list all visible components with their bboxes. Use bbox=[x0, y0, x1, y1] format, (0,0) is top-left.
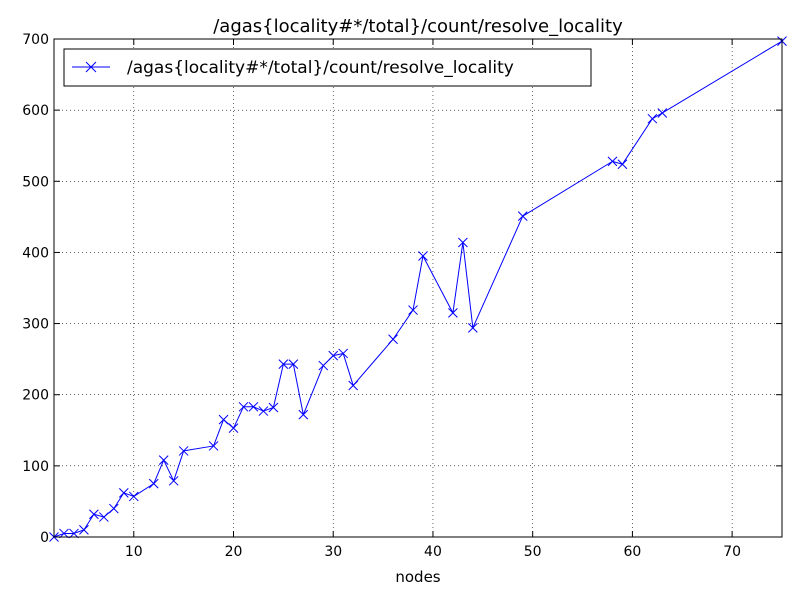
data-point-x-marker bbox=[318, 360, 329, 371]
data-point-x-marker bbox=[458, 237, 468, 248]
plot-frame bbox=[53, 38, 783, 538]
data-point-x-marker bbox=[408, 305, 418, 315]
y-tick-label: 0 bbox=[40, 530, 49, 546]
y-tick-label: 100 bbox=[22, 459, 49, 475]
data-point-x-marker bbox=[268, 402, 279, 413]
data-point-x-marker bbox=[298, 409, 309, 420]
legend-marker-x-icon bbox=[85, 61, 97, 73]
y-tick-label: 700 bbox=[22, 32, 49, 48]
x-axis-label: nodes bbox=[395, 568, 440, 586]
data-point-x-marker bbox=[228, 423, 239, 434]
data-point-x-marker bbox=[607, 156, 618, 167]
data-point-x-marker bbox=[118, 488, 129, 498]
data-point-x-marker bbox=[99, 512, 109, 522]
data-point-x-marker bbox=[108, 503, 119, 514]
x-tick-label: 50 bbox=[524, 544, 542, 560]
x-tick-label: 60 bbox=[623, 544, 641, 560]
data-point-x-marker bbox=[647, 113, 658, 124]
grid-layer bbox=[54, 39, 782, 537]
y-tick-label: 200 bbox=[22, 388, 49, 404]
data-point-x-marker bbox=[348, 380, 359, 391]
data-point-x-marker bbox=[168, 475, 179, 486]
series-layer bbox=[49, 36, 787, 542]
chart-title: /agas{locality#*/total}/count/resolve_lo… bbox=[213, 16, 623, 37]
data-point-x-marker bbox=[208, 441, 219, 451]
y-tick-label: 300 bbox=[22, 317, 49, 333]
data-point-x-marker bbox=[258, 406, 269, 416]
data-point-x-marker bbox=[69, 528, 79, 539]
data-point-x-marker bbox=[79, 525, 89, 535]
data-point-x-marker bbox=[178, 446, 189, 456]
data-point-x-marker bbox=[338, 348, 349, 359]
legend-box bbox=[63, 48, 592, 87]
data-point-x-marker bbox=[59, 528, 69, 539]
data-point-x-marker bbox=[657, 108, 668, 118]
data-point-x-marker bbox=[148, 478, 159, 489]
data-point-x-marker bbox=[328, 350, 339, 361]
data-point-x-marker bbox=[617, 159, 628, 170]
data-point-x-marker bbox=[388, 334, 398, 345]
x-tick-label: 20 bbox=[225, 544, 243, 560]
x-tick-label: 40 bbox=[424, 544, 442, 560]
x-tick-label: 70 bbox=[723, 544, 741, 560]
data-point-x-marker bbox=[278, 359, 289, 369]
data-point-x-marker bbox=[218, 414, 229, 425]
data-point-x-marker bbox=[248, 401, 259, 412]
x-tick-label: 10 bbox=[125, 544, 143, 560]
x-tick-label: 30 bbox=[324, 544, 342, 560]
legend-entry-label: /agas{locality#*/total}/count/resolve_lo… bbox=[127, 58, 514, 78]
y-tick-label: 400 bbox=[22, 245, 49, 261]
y-tick-label: 500 bbox=[22, 174, 49, 190]
data-point-x-marker bbox=[158, 455, 169, 466]
data-point-x-marker bbox=[128, 491, 139, 502]
data-point-x-marker bbox=[418, 251, 428, 261]
data-point-x-marker bbox=[238, 401, 249, 412]
data-point-x-marker bbox=[517, 211, 528, 221]
data-point-x-marker bbox=[448, 308, 458, 318]
data-point-x-marker bbox=[89, 509, 99, 520]
y-tick-label: 600 bbox=[22, 103, 49, 119]
data-point-x-marker bbox=[467, 322, 478, 333]
legend: /agas{locality#*/total}/count/resolve_lo… bbox=[63, 48, 592, 87]
data-point-x-marker bbox=[288, 359, 299, 369]
